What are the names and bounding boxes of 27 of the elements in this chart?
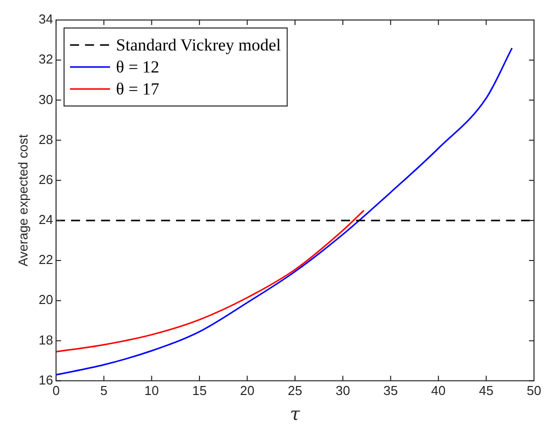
- y-tick-label: 16: [38, 372, 54, 388]
- x-tick-label: 50: [526, 383, 542, 398]
- x-tick-label: 15: [192, 383, 207, 398]
- y-tick-label: 18: [38, 332, 54, 348]
- x-tick-label: 20: [240, 383, 254, 398]
- x-tick-label: 0: [52, 383, 60, 398]
- x-tick-label: 25: [288, 383, 302, 398]
- x-tick-label: 30: [336, 383, 350, 398]
- x-tick-label: 10: [144, 383, 159, 398]
- x-axis-title: τ: [290, 404, 302, 425]
- y-tick-label: 26: [38, 172, 54, 187]
- y-tick-label: 32: [38, 52, 54, 67]
- y-tick-label: 22: [38, 252, 54, 268]
- x-tick-label: 35: [383, 383, 398, 398]
- y-tick-label: 20: [38, 292, 54, 308]
- x-tick-label: 5: [100, 383, 108, 398]
- y-tick-label: 30: [38, 92, 54, 107]
- legend-label: Standard Vickrey model: [116, 35, 282, 54]
- y-axis-title: Average expected cost: [15, 134, 30, 266]
- legend-label: θ = 12: [116, 57, 160, 76]
- y-tick-label: 28: [38, 132, 54, 147]
- legend-label: θ = 17: [116, 79, 160, 98]
- x-tick-label: 40: [431, 383, 446, 398]
- y-tick-label: 34: [38, 12, 54, 27]
- line-series: [56, 210, 365, 352]
- y-tick-label: 24: [38, 212, 54, 228]
- x-tick-label: 45: [478, 383, 494, 398]
